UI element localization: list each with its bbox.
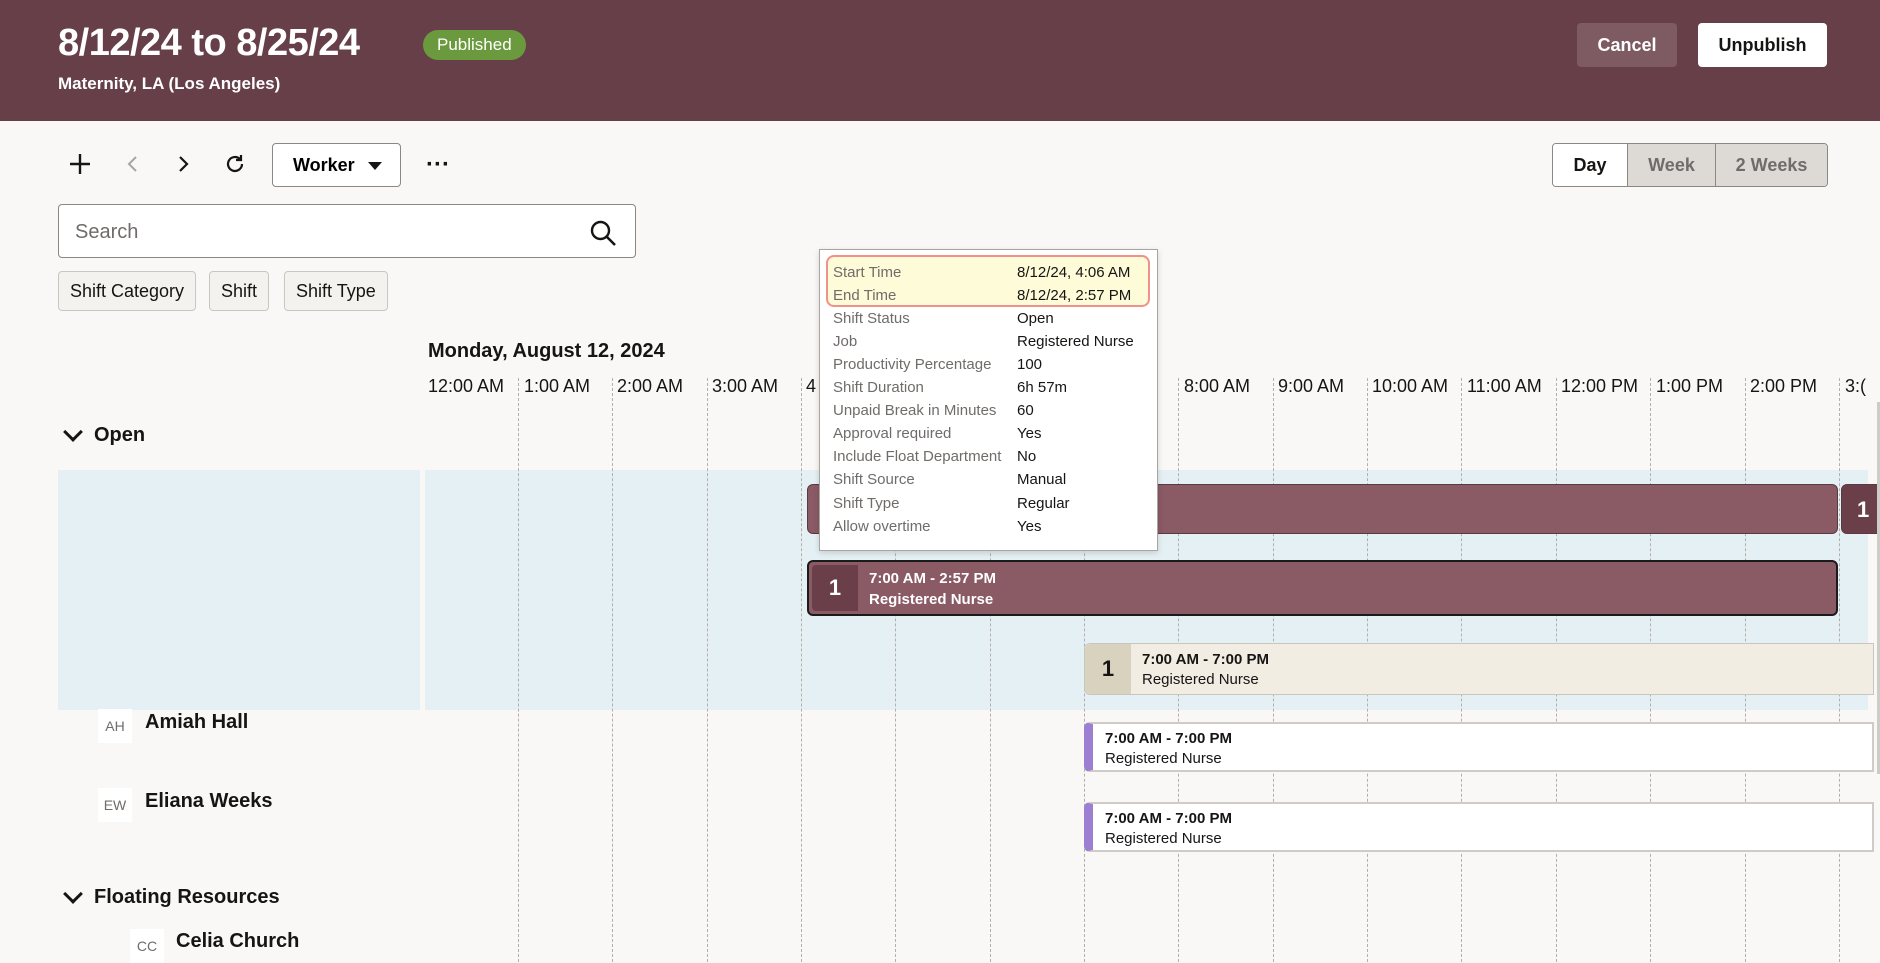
view-by-dropdown[interactable]: Worker	[272, 143, 401, 187]
time-tick: 2:00 AM	[617, 376, 684, 396]
tooltip-row: Allow overtime Yes	[833, 518, 1042, 535]
page-title: 8/12/24 to 8/25/24	[58, 22, 360, 64]
group-open-label: Open	[94, 424, 146, 446]
shift-time: 7:00 AM - 7:00 PM	[1105, 810, 1232, 827]
timeline-date: Monday, August 12, 2024	[428, 340, 665, 362]
tooltip-row: Shift Type Regular	[833, 495, 1070, 512]
group-floating-toggle[interactable]: Floating Resources	[62, 883, 280, 909]
tooltip-row: Shift Source Manual	[833, 471, 1067, 488]
group-open-toggle[interactable]: Open	[62, 421, 146, 447]
chevron-down-icon	[63, 421, 83, 442]
shift-job: Registered Nurse	[869, 591, 994, 608]
shift-time: 7:00 AM - 2:57 PM	[869, 570, 996, 587]
shift-count: 1	[812, 565, 858, 611]
group-floating-label: Floating Resources	[94, 886, 280, 908]
cancel-button[interactable]: Cancel	[1577, 23, 1677, 67]
worker-name[interactable]: Celia Church	[176, 930, 300, 952]
view-week-button[interactable]: Week	[1627, 144, 1715, 186]
shift-time: 7:00 AM - 7:00 PM	[1142, 651, 1269, 668]
shift-time: 7:00 AM - 7:00 PM	[1105, 730, 1232, 747]
tooltip-row: Include Float Department No	[833, 448, 1037, 465]
avatar: EW	[98, 788, 132, 822]
view-2weeks-button[interactable]: 2 Weeks	[1715, 144, 1827, 186]
worker-name[interactable]: Eliana Weeks	[145, 790, 273, 812]
avatar: CC	[130, 929, 164, 963]
filter-shift-category[interactable]: Shift Category	[58, 271, 197, 311]
more-icon[interactable]: ···	[426, 151, 450, 178]
view-by-label: Worker	[293, 154, 355, 175]
shift-count: 1	[1857, 497, 1870, 522]
avatar: AH	[98, 709, 132, 743]
filter-shift-type[interactable]: Shift Type	[284, 271, 388, 311]
open-shift-bar-partial[interactable]: 1	[1841, 484, 1880, 534]
worker-shift-bar[interactable]: 7:00 AM - 7:00 PM Registered Nurse	[1084, 722, 1874, 772]
shift-details-tooltip: Start Time 8/12/24, 4:06 AM End Time 8/12/…	[819, 249, 1158, 551]
search-box	[58, 204, 636, 258]
chevron-right-icon[interactable]	[167, 148, 199, 180]
page-header: 8/12/24 to 8/25/24 Published Maternity, …	[0, 0, 1880, 121]
time-tick: 12:00 AM	[428, 376, 505, 396]
time-tick: 2:00 PM	[1750, 376, 1818, 396]
time-tick: 4	[806, 376, 817, 396]
open-shift-bar-selected[interactable]: 1 7:00 AM - 2:57 PM Registered Nurse	[807, 560, 1838, 616]
tooltip-row: End Time 8/12/24, 2:57 PM	[833, 287, 1132, 304]
filter-shift[interactable]: Shift	[209, 271, 270, 311]
tooltip-row: Approval required Yes	[833, 425, 1042, 442]
worker-shift-bar[interactable]: 7:00 AM - 7:00 PM Registered Nurse	[1084, 802, 1874, 852]
worker-name[interactable]: Amiah Hall	[145, 711, 249, 733]
search-icon[interactable]	[589, 219, 617, 247]
time-tick: 12:00 PM	[1561, 376, 1639, 396]
tooltip-row: Unpaid Break in Minutes 60	[833, 402, 1034, 419]
search-input[interactable]	[75, 217, 575, 247]
time-tick: 11:00 AM	[1467, 376, 1542, 396]
tooltip-row: Shift Duration 6h 57m	[833, 379, 1068, 396]
plus-icon[interactable]	[64, 148, 96, 180]
time-tick: 1:00 PM	[1656, 376, 1724, 396]
view-switcher: Day Week 2 Weeks	[1552, 143, 1828, 187]
status-badge: Published	[423, 30, 526, 60]
scrollbar[interactable]	[1877, 402, 1880, 774]
time-tick: 3:00 AM	[712, 376, 779, 396]
tooltip-row: Start Time 8/12/24, 4:06 AM	[833, 264, 1131, 281]
time-highlight	[826, 255, 1150, 307]
caret-down-icon	[368, 162, 382, 170]
open-shift-bar[interactable]: 1 7:00 AM - 7:00 PM Registered Nurse	[1084, 643, 1874, 695]
shift-count: 1	[1085, 644, 1131, 694]
chevron-down-icon	[63, 883, 83, 904]
chevron-left-icon[interactable]	[117, 148, 149, 180]
time-tick: 8:00 AM	[1184, 376, 1251, 396]
unpublish-button[interactable]: Unpublish	[1698, 23, 1827, 67]
refresh-icon[interactable]	[219, 148, 251, 180]
page-subtitle: Maternity, LA (Los Angeles)	[58, 74, 281, 93]
time-tick: 1:00 AM	[524, 376, 591, 396]
shift-job: Registered Nurse	[1105, 830, 1222, 847]
tooltip-row: Productivity Percentage 100	[833, 356, 1043, 373]
time-tick: 9:00 AM	[1278, 376, 1345, 396]
time-tick: 10:00 AM	[1372, 376, 1449, 396]
view-day-button[interactable]: Day	[1553, 144, 1627, 186]
shift-job: Registered Nurse	[1142, 671, 1259, 688]
time-tick: 3:(	[1845, 376, 1867, 396]
shift-job: Registered Nurse	[1105, 750, 1222, 767]
tooltip-row: Shift Status Open	[833, 310, 1054, 327]
tooltip-row: Job Registered Nurse	[833, 333, 1134, 350]
